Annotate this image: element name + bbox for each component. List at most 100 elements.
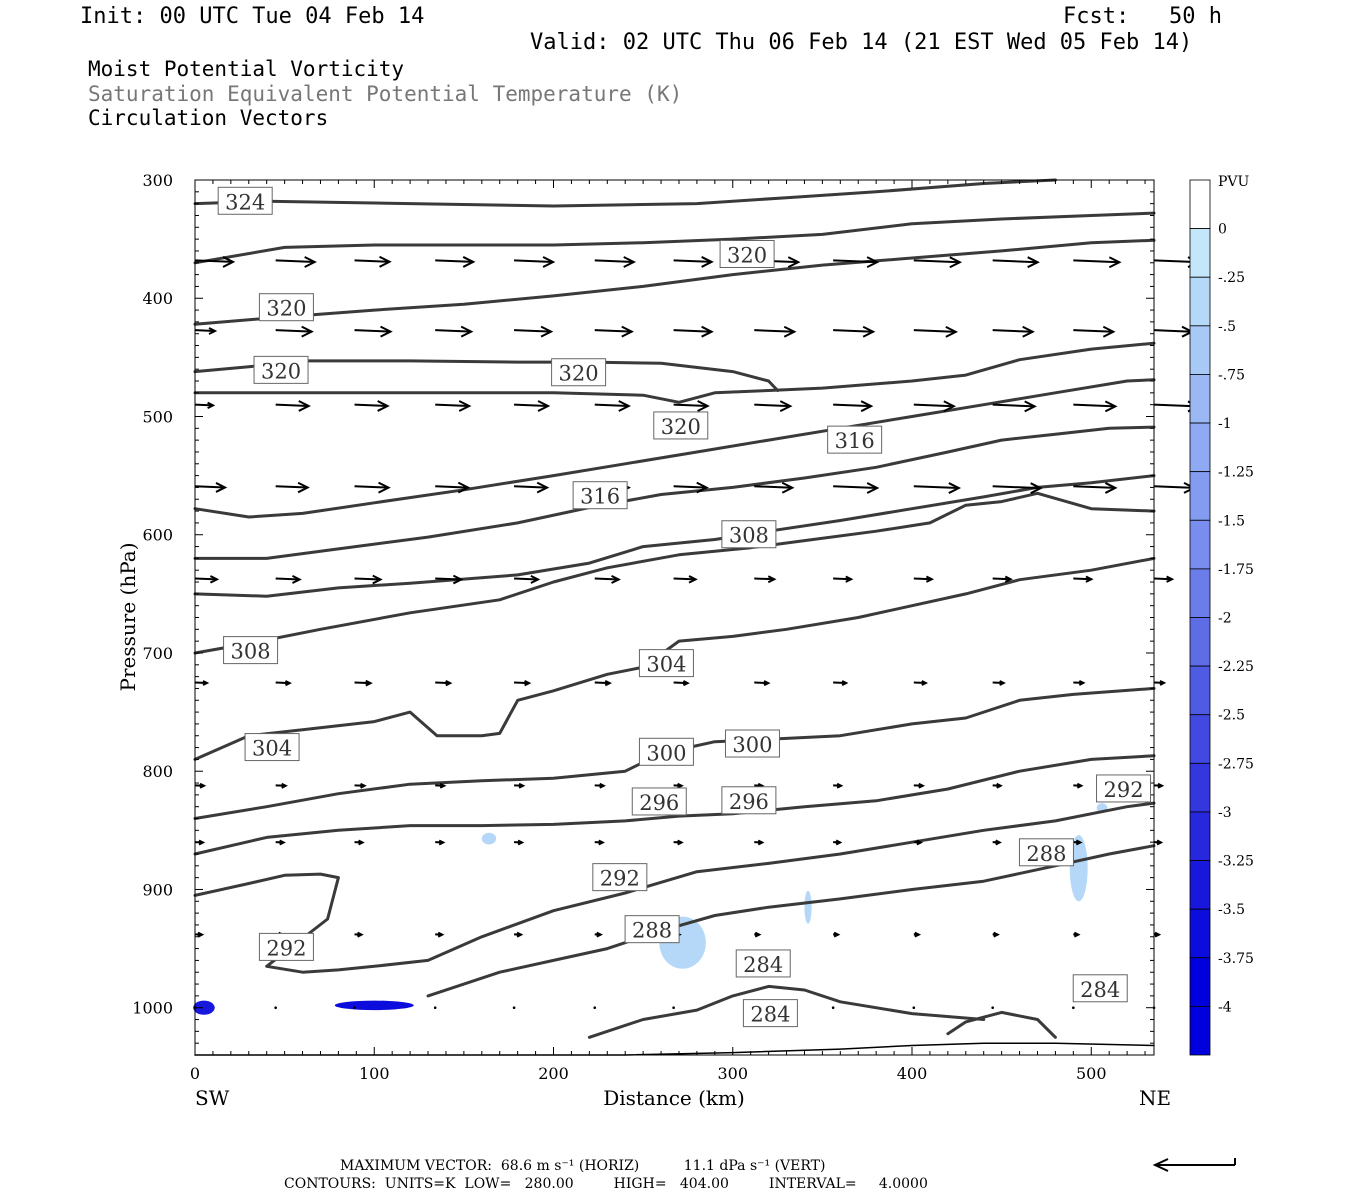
vector-head [604,679,612,687]
circulation-vector-5-7 [754,680,771,687]
circulation-vector-2-7 [754,400,793,412]
contour-label-288-19: 288 [624,915,680,944]
contour-label-text: 292 [1103,778,1143,802]
circulation-vector-3-10 [992,482,1043,495]
vector-head [1073,931,1081,938]
colorbar-label: -.25 [1218,270,1245,286]
colorbar-box-13 [1189,811,1211,861]
vector-head [925,575,935,583]
valid-time: Valid: 02 UTC Thu 06 Feb 14 (21 EST Wed … [530,30,1193,55]
pv-patch-5 [1069,835,1088,902]
vector-head [999,680,1006,686]
vector-head [292,574,302,584]
vector-shaft [354,577,381,581]
circulation-vector-4-12 [1153,575,1175,583]
y-tick-label: 300 [142,171,173,190]
contour-label-box [1018,838,1074,867]
circulation-vector-9-10 [991,1006,994,1010]
circulation-vector-2-10 [992,400,1037,413]
colorbar-box-14 [1189,860,1211,910]
vector-head [458,400,472,412]
vector-head [438,839,446,846]
y-tick-label: 500 [142,407,173,426]
circulation-vector-7-10 [992,839,1002,846]
theta-contour-308-7 [193,474,1156,598]
circulation-vector-6-4 [514,782,526,789]
vector-head [781,481,795,494]
vector-head [462,256,476,268]
circulation-vector-1-10 [992,325,1035,338]
vector-head [536,481,550,494]
circulation-vector-4-8 [833,575,854,583]
circulation-vector-5-9 [913,680,929,686]
contour-label-box [735,949,791,978]
contour-label-296-15: 296 [721,786,777,815]
vector-head [365,679,373,687]
circulation-vector-3-11 [1073,482,1118,494]
vector-head [696,481,709,494]
vector-shaft [833,485,878,490]
contour-label-292-20: 292 [258,932,314,961]
circulation-vector-3-0 [194,482,228,493]
vector-head [199,782,207,789]
vector-shaft [1073,485,1116,489]
vector-shaft [992,403,1035,408]
vector-head [866,256,880,269]
vector-head [537,400,551,412]
circulation-vector-0-6 [673,256,714,268]
contour-label-box [721,786,777,815]
circulation-vector-6-8 [833,782,844,789]
circulation-vector-4-11 [1073,575,1094,583]
vector-head [996,782,1003,789]
contour-label-text: 288 [632,919,672,943]
circulation-vector-3-12 [1153,481,1197,494]
vector-head [688,575,698,584]
vector-shaft [354,681,371,685]
circulation-vector-4-0 [194,575,220,584]
contour-label-text: 296 [729,790,769,814]
circulation-vector-5-6 [673,680,690,687]
contour-label-box [631,787,687,816]
contour-label-box [258,932,314,961]
contour-label-text: 308 [729,524,769,548]
colorbar-units: PVU [1218,174,1250,190]
vector-head [198,839,206,846]
circulation-vector-4-7 [754,575,777,584]
circulation-vector-8-2 [354,931,364,938]
circulation-vector-3-4 [514,481,550,494]
init-time: Init: 00 UTC Tue 04 Feb 14 [80,4,425,29]
contour-label-box [742,999,798,1028]
theta-contour-320-4 [193,341,1156,404]
vector-head [836,782,844,789]
vector-head [763,680,771,687]
circulation-vector-2-5 [594,400,631,412]
colorbar-box-12 [1189,762,1211,813]
vector-shaft [594,329,632,333]
contour-label-304-11: 304 [244,733,300,762]
vector-head [618,400,631,412]
circulation-vector-1-6 [673,325,714,338]
vector-head [1078,680,1086,686]
vector-dot [991,1006,994,1010]
contour-label-text: 296 [639,791,679,815]
circulation-vector-6-11 [1073,782,1084,789]
vector-head [1154,931,1162,938]
colorbar-box-8 [1189,568,1211,618]
colorbar-label: -2.5 [1218,708,1245,724]
vector-head [623,256,636,268]
circulation-vector-8-5 [594,931,603,938]
circulation-vector-0-5 [594,256,636,268]
contour-label-box [223,636,279,665]
x-tick-label: 400 [897,1064,928,1083]
y-tick-label: 800 [142,762,173,781]
circulation-vector-2-0 [194,401,216,409]
colorbar-box-10 [1189,665,1211,716]
vector-shaft [833,259,878,264]
pv-patch-4 [804,890,812,924]
circulation-vector-6-3 [435,782,447,789]
vector-head [682,680,690,687]
vector-shaft [992,485,1041,490]
contour-label-box [592,863,648,892]
vector-shaft [514,329,552,333]
contour-label-300-12: 300 [638,737,694,766]
